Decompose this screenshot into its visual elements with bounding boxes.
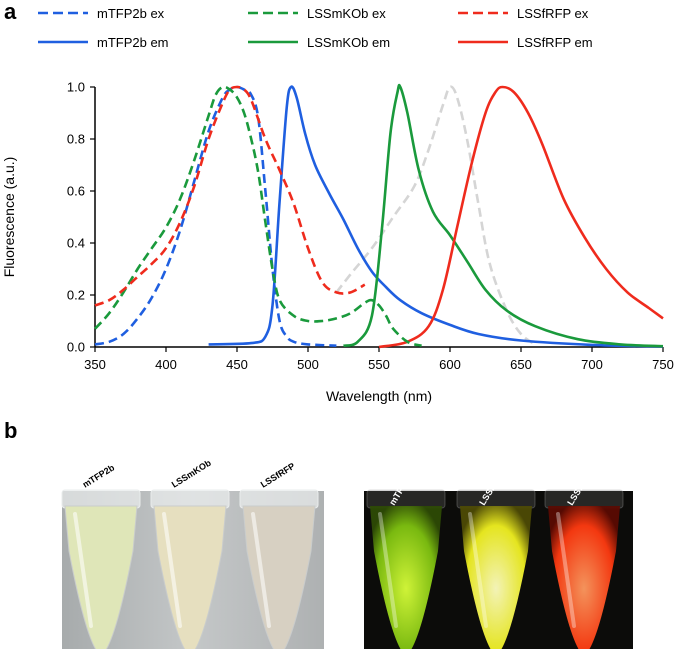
photo-fluorescence: mTFP2b LSSmKOb LSSfRFP xyxy=(364,464,633,649)
tube-daylight xyxy=(150,489,230,649)
series-line-lssmkob-em xyxy=(343,83,664,348)
axis-ticks: 350 400 450 500 550 600 650 700 750 0.0 0.2 0.4 0.6 0… xyxy=(67,80,674,373)
tube-rim xyxy=(456,489,536,509)
tube-liquid xyxy=(64,505,138,649)
tube-rim xyxy=(366,489,446,509)
legend-label: LSSmKOb em xyxy=(307,35,390,50)
tube-daylight xyxy=(239,489,319,649)
x-tick-label: 650 xyxy=(510,357,532,372)
tube-liquid xyxy=(153,505,227,649)
tube-rim xyxy=(544,489,624,509)
legend-label: LSSfRFP ex xyxy=(517,6,589,21)
y-tick-label: 0.0 xyxy=(67,340,85,355)
tube-highlight xyxy=(378,512,398,628)
tube-highlight xyxy=(162,512,182,628)
x-tick-label: 600 xyxy=(439,357,461,372)
chart-legend: mTFP2b ex LSSmKOb ex LSSfRFP ex mTFP2b em LS… xyxy=(38,6,593,50)
panel-label-a: a xyxy=(4,0,17,24)
y-tick-label: 0.4 xyxy=(67,236,85,251)
tube-rim xyxy=(239,489,319,509)
tube-label-daylight: LSSfRFP xyxy=(259,461,297,490)
x-tick-label: 350 xyxy=(84,357,106,372)
series-line-mtfp2b-em xyxy=(208,85,664,348)
tube-fluorescence xyxy=(456,489,536,649)
y-tick-label: 0.2 xyxy=(67,288,85,303)
tube-rim xyxy=(150,489,230,509)
tube-liquid xyxy=(548,506,620,649)
tube-fluorescence xyxy=(544,489,624,649)
x-tick-label: 750 xyxy=(652,357,674,372)
tube-liquid xyxy=(370,506,442,649)
legend-label: LSSfRFP em xyxy=(517,35,593,50)
series-line-lssfrfp-ex xyxy=(94,85,366,307)
chart-axes xyxy=(94,87,663,348)
x-axis-title: Wavelength (nm) xyxy=(326,388,432,404)
x-tick-label: 500 xyxy=(297,357,319,372)
y-tick-label: 0.6 xyxy=(67,184,85,199)
tube-highlight xyxy=(556,512,576,628)
legend-label: LSSmKOb ex xyxy=(307,6,386,21)
x-tick-label: 400 xyxy=(155,357,177,372)
photo-daylight: mTFP2b LSSmKOb LSSfRFP xyxy=(61,457,324,649)
x-tick-label: 550 xyxy=(368,357,390,372)
legend-label: mTFP2b ex xyxy=(97,6,165,21)
tube-label-daylight: mTFP2b xyxy=(81,462,117,490)
chart-series xyxy=(94,83,664,349)
tube-liquid xyxy=(242,505,316,649)
tube-highlight xyxy=(251,512,271,628)
series-line-lssfrfp-em xyxy=(378,85,664,349)
series-line-mtfp2b-ex xyxy=(94,85,337,347)
x-tick-label: 700 xyxy=(581,357,603,372)
tube-label-daylight: LSSmKOb xyxy=(170,457,213,489)
tube-highlight xyxy=(468,512,488,628)
x-tick-label: 450 xyxy=(226,357,248,372)
legend-label: mTFP2b em xyxy=(97,35,169,50)
tube-liquid xyxy=(460,506,532,649)
y-tick-label: 0.8 xyxy=(67,132,85,147)
panel-label-b: b xyxy=(4,418,17,443)
y-axis-title: Fluorescence (a.u.) xyxy=(1,157,17,278)
series-line-lssmkob-ex xyxy=(94,85,422,347)
tube-highlight xyxy=(73,512,93,628)
tube-rim xyxy=(61,489,141,509)
y-tick-label: 1.0 xyxy=(67,80,85,95)
tube-daylight xyxy=(61,489,141,649)
tube-fluorescence xyxy=(366,489,446,649)
